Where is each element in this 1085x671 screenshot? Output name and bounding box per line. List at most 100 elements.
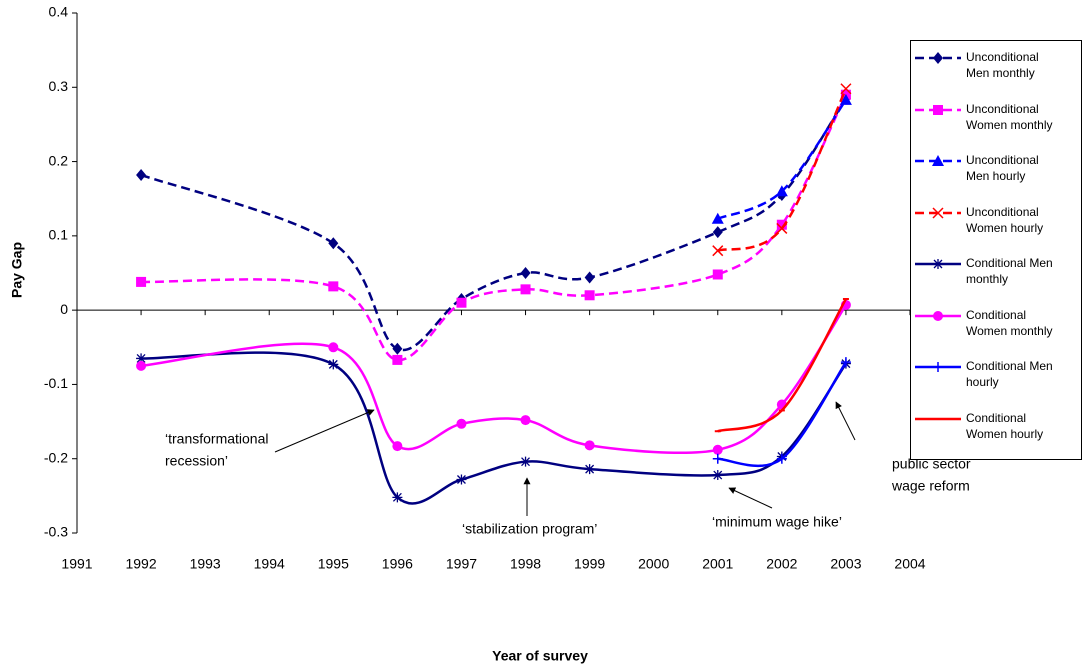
annotation: ‘minimum wage hike’ <box>712 514 842 530</box>
marker <box>456 418 467 429</box>
marker <box>520 267 531 279</box>
marker <box>328 359 339 370</box>
y-tick-label: 0.2 <box>49 152 69 168</box>
series-line <box>717 361 847 468</box>
legend-label: Conditional Women hourly <box>966 410 1044 441</box>
y-tick-label: -0.2 <box>44 449 68 465</box>
legend-swatch <box>915 362 961 372</box>
marker <box>776 219 787 230</box>
marker <box>520 415 531 426</box>
x-tick-label: 1995 <box>318 556 349 572</box>
x-tick-label: 2004 <box>894 556 925 572</box>
legend-label: Unconditional Women monthly <box>966 101 1053 132</box>
legend-label: Conditional Men monthly <box>966 256 1053 286</box>
x-tick-label: 1992 <box>125 556 156 572</box>
marker <box>712 444 723 455</box>
marker <box>328 237 339 250</box>
series-line <box>140 97 847 352</box>
y-tick-label: 0.4 <box>49 4 69 20</box>
legend-swatch <box>915 310 961 321</box>
marker <box>933 104 943 115</box>
marker <box>712 269 723 280</box>
x-tick-label: 2000 <box>638 556 669 572</box>
legend-entry: Conditional Women hourly <box>911 406 1081 456</box>
marker <box>392 354 403 365</box>
marker <box>520 284 531 295</box>
legend-entry: Conditional Men hourly <box>911 354 1081 404</box>
y-tick-label: 0.3 <box>49 78 69 94</box>
annotation: wage reform <box>891 478 970 494</box>
marker <box>712 245 724 257</box>
marker <box>520 456 531 467</box>
x-tick-label: 1994 <box>254 556 285 572</box>
marker <box>136 353 147 364</box>
marker <box>932 155 944 166</box>
series-line <box>717 88 848 252</box>
marker <box>775 185 788 197</box>
marker <box>584 440 595 451</box>
series-line <box>141 94 848 362</box>
y-tick-label: -0.1 <box>44 375 68 391</box>
annotation: ‘stabilization program’ <box>462 521 597 537</box>
marker <box>712 470 723 481</box>
legend: Unconditional Men monthly Unconditional W… <box>910 40 1082 460</box>
legend-entry: Unconditional Women hourly <box>911 200 1081 250</box>
marker <box>392 342 403 355</box>
legend-entry: Unconditional Women monthly <box>911 97 1081 147</box>
legend-label: Conditional Women monthly <box>966 307 1053 338</box>
y-axis-title: Pay Gap <box>9 242 25 298</box>
legend-label: Unconditional Men hourly <box>966 153 1039 183</box>
marker <box>456 297 467 308</box>
annotation-arrow <box>835 401 856 441</box>
legend-entry: Conditional Men monthly <box>911 251 1081 301</box>
marker <box>933 52 943 64</box>
marker <box>136 276 147 287</box>
legend-entry: Unconditional Men monthly <box>911 45 1081 95</box>
marker <box>840 357 851 368</box>
marker <box>136 168 147 181</box>
marker <box>328 281 339 292</box>
marker <box>328 342 339 353</box>
y-tick-label: 0 <box>60 301 68 317</box>
annotation-arrow <box>728 487 773 509</box>
marker <box>456 474 467 485</box>
marker <box>711 212 724 224</box>
marker <box>584 271 595 284</box>
legend-label: Unconditional Women hourly <box>966 204 1044 235</box>
marker <box>933 310 943 321</box>
legend-swatch <box>915 104 961 115</box>
x-tick-label: 1993 <box>190 556 221 572</box>
legend-entry: Conditional Women monthly <box>911 303 1081 353</box>
legend-swatch <box>915 206 961 219</box>
marker <box>932 206 944 219</box>
marker <box>392 492 403 503</box>
y-tick-label: -0.3 <box>44 524 68 540</box>
x-tick-label: 1996 <box>382 556 413 572</box>
marker <box>136 360 147 371</box>
legend-label: Conditional Men hourly <box>966 359 1053 389</box>
legend-entry: Unconditional Men hourly <box>911 148 1081 198</box>
marker <box>712 226 723 239</box>
marker <box>584 290 595 301</box>
marker <box>933 259 943 269</box>
series-line <box>717 298 848 433</box>
marker <box>584 464 595 475</box>
marker <box>776 453 787 464</box>
annotation: recession’ <box>165 453 228 469</box>
y-tick-label: 0.1 <box>49 227 69 243</box>
x-tick-label: 1999 <box>574 556 605 572</box>
x-tick-label: 1997 <box>446 556 477 572</box>
annotation-arrow <box>274 409 375 453</box>
legend-swatch <box>915 52 961 64</box>
x-tick-label: 2002 <box>766 556 797 572</box>
legend-swatch <box>915 155 961 166</box>
marker <box>776 222 788 234</box>
legend-label: Unconditional Men monthly <box>966 50 1039 80</box>
marker <box>392 441 403 452</box>
x-tick-label: 1991 <box>61 556 92 572</box>
annotation: ‘transformational <box>165 431 269 447</box>
legend-swatch <box>915 417 961 420</box>
marker <box>712 453 723 464</box>
x-axis-title: Year of survey <box>492 648 588 664</box>
